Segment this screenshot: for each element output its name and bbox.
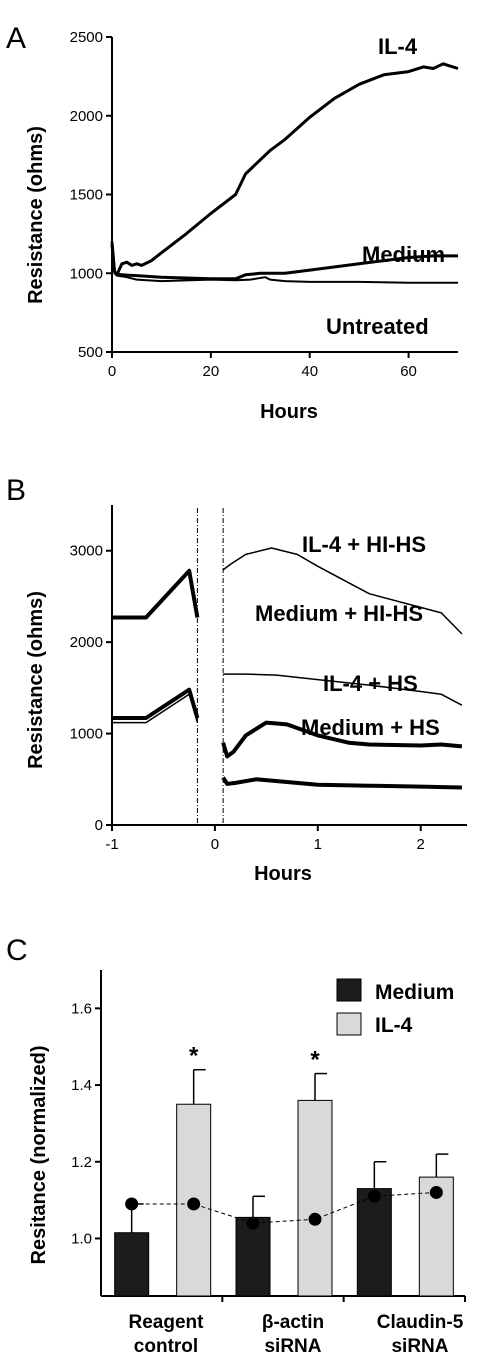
c-dot-2 <box>246 1216 260 1230</box>
legend-label-il4: IL-4 <box>375 1014 413 1037</box>
a-series-line-1 <box>110 244 458 281</box>
b-series-2-segment-1 <box>221 720 463 759</box>
c-cat-2-line2: siRNA <box>264 1336 321 1357</box>
panel-a-lines <box>110 62 459 284</box>
c-cat-3-line1: Claudin-5 <box>377 1312 464 1333</box>
c-star-1-0: * <box>189 1043 199 1070</box>
b-xtick-label-0: -1 <box>105 836 118 853</box>
c-cat-1-line1: Reagent <box>129 1312 205 1333</box>
a-label-untreated: Untreated <box>326 314 429 339</box>
b-ytick-label-1: 1000 <box>70 726 103 743</box>
b-ytick-label-0: 0 <box>95 817 103 834</box>
legend-swatch-medium <box>336 978 362 1002</box>
b-series-3-segment-0 <box>221 776 462 790</box>
a-ytick-label-2: 1500 <box>70 187 103 204</box>
a-ytick-label-4: 2500 <box>70 29 103 46</box>
c-star-1-1: * <box>310 1047 320 1074</box>
c-dot-0 <box>125 1197 139 1211</box>
panel-a-axes: 500 1000 1500 2000 2500 0 20 40 60 <box>70 29 458 380</box>
a-xtick-label-1: 20 <box>203 363 220 380</box>
b-series-2-segment-0 <box>112 693 199 724</box>
b-series-1-segment-1 <box>223 673 463 706</box>
panel-c-bars: * * <box>114 1043 454 1297</box>
a-xlabel: Hours <box>260 401 318 423</box>
b-label-medium-hihs: Medium + HI-HS <box>255 601 423 626</box>
panel-c: C 1.01.21.41.6 * * Medium IL-4 Resitance … <box>6 934 466 1357</box>
c-cat-3-line2: siRNA <box>391 1336 448 1357</box>
c-cat-1-line2: control <box>134 1336 198 1357</box>
b-series-0-segment-1 <box>222 547 463 635</box>
a-xtick-label-3: 60 <box>400 363 417 380</box>
c-ylabel: Resitance (normalized) <box>28 1046 50 1265</box>
a-ytick-label-0: 500 <box>78 344 103 361</box>
b-xtick-label-2: 1 <box>314 836 322 853</box>
panel-b-lines <box>112 508 463 825</box>
c-bar-0-0 <box>114 1232 150 1297</box>
a-ytick-label-1: 1000 <box>70 265 103 282</box>
panel-b-letter: B <box>6 474 26 507</box>
c-cat-2-line1: β-actin <box>262 1312 324 1333</box>
a-xtick-label-0: 0 <box>108 363 116 380</box>
c-dot-4 <box>367 1189 381 1203</box>
c-dot-1 <box>187 1197 201 1211</box>
c-bar-1-1 <box>297 1099 333 1297</box>
c-ytick-label-2: 1.4 <box>71 1077 92 1094</box>
c-ytick-label-1: 1.2 <box>71 1154 92 1171</box>
a-label-medium: Medium <box>362 242 445 267</box>
b-label-il4-hihs: IL-4 + HI-HS <box>302 532 426 557</box>
a-xtick-label-2: 40 <box>301 363 318 380</box>
panel-a-letter: A <box>6 22 26 55</box>
b-ylabel: Resistance (ohms) <box>25 591 47 769</box>
a-series-line-0 <box>110 62 459 277</box>
b-series-0-segment-0 <box>112 568 200 620</box>
c-bar-0-2 <box>356 1188 392 1297</box>
c-legend: Medium IL-4 <box>336 978 454 1037</box>
a-label-il4: IL-4 <box>378 34 418 59</box>
c-ytick-label-0: 1.0 <box>71 1230 92 1247</box>
a-series-line-2 <box>111 249 458 284</box>
b-xtick-label-1: 0 <box>211 836 219 853</box>
b-xlabel: Hours <box>254 863 312 885</box>
a-ytick-label-3: 2000 <box>70 108 103 125</box>
c-bar-0-1 <box>235 1216 271 1297</box>
b-xtick-label-3: 2 <box>417 836 425 853</box>
panel-c-axes: 1.0 1.2 1.4 1.6 <box>71 970 466 1302</box>
c-dot-connector <box>131 1191 437 1224</box>
c-ytick-label-3: 1.6 <box>71 1000 92 1017</box>
c-dot-3 <box>308 1212 322 1226</box>
b-ytick-label-2: 2000 <box>70 634 103 651</box>
c-dot-5 <box>429 1185 443 1199</box>
b-label-il4-hs: IL-4 + HS <box>323 671 418 696</box>
b-ytick-label-3: 3000 <box>70 543 103 560</box>
panel-c-letter: C <box>6 934 28 967</box>
legend-swatch-il4 <box>336 1012 362 1036</box>
b-series-1-segment-0 <box>112 687 200 720</box>
panel-a: A 500 1000 1500 2000 2500 0 20 40 60 IL-4 Medium… <box>6 22 459 423</box>
legend-label-medium: Medium <box>375 981 454 1004</box>
b-label-medium-hs: Medium + HS <box>301 715 440 740</box>
a-ylabel: Resistance (ohms) <box>25 126 47 304</box>
